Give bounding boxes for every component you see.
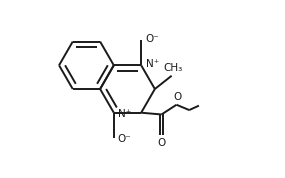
Text: O: O [173, 91, 181, 102]
Text: N⁺: N⁺ [146, 59, 159, 69]
Text: O: O [158, 138, 166, 148]
Text: O⁻: O⁻ [118, 134, 131, 144]
Text: CH₃: CH₃ [163, 63, 182, 73]
Text: O⁻: O⁻ [145, 34, 159, 44]
Text: N⁺: N⁺ [118, 109, 131, 119]
